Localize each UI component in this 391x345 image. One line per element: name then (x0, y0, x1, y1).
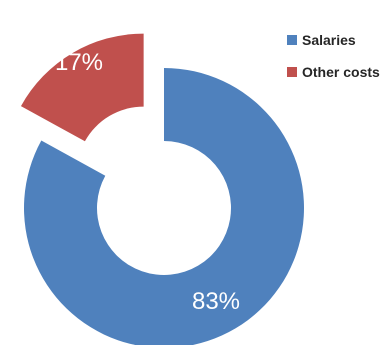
slice-other-costs (20, 33, 144, 142)
legend-label-salaries: Salaries (302, 32, 356, 48)
slice-label-salaries: 83% (192, 288, 240, 315)
slice-salaries (24, 68, 304, 345)
legend-item-other-costs: Other costs (287, 64, 391, 80)
legend-swatch-other-costs (287, 67, 297, 77)
legend-label-other-costs: Other costs (302, 64, 380, 80)
slices-group (20, 33, 304, 345)
slice-label-other-costs: 17% (55, 49, 103, 76)
legend-swatch-salaries (287, 35, 297, 45)
legend-item-salaries: Salaries (287, 32, 391, 48)
legend: Salaries Other costs (287, 32, 391, 96)
